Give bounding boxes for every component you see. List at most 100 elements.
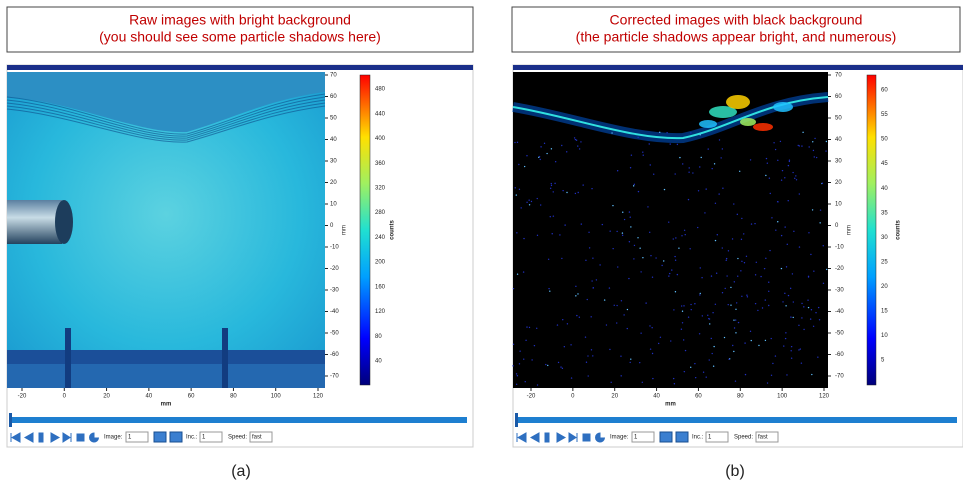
particle	[520, 207, 521, 208]
y-tick-label: -40	[835, 309, 844, 315]
colorbar-tick-label: 240	[375, 235, 386, 241]
particle	[701, 277, 702, 278]
particle	[690, 132, 691, 133]
slider-track[interactable]	[515, 417, 957, 423]
particle	[684, 230, 685, 231]
y-tick-label: 20	[835, 180, 842, 186]
player-button[interactable]	[77, 434, 84, 441]
particle	[707, 315, 708, 316]
particle	[658, 343, 659, 344]
control-label: Inc.:	[186, 435, 198, 441]
x-tick-label: 20	[103, 394, 110, 400]
particle	[820, 209, 821, 210]
particle	[554, 183, 555, 184]
particle	[755, 274, 756, 275]
colorbar-label: counts	[390, 220, 396, 240]
particle	[579, 317, 580, 318]
particle	[590, 316, 591, 317]
particle	[722, 188, 723, 189]
particle	[725, 288, 726, 289]
particle	[688, 317, 689, 318]
particle	[651, 327, 652, 328]
y-tick-label: -30	[330, 288, 339, 294]
particle	[631, 155, 632, 156]
particle	[647, 206, 648, 207]
particle	[639, 362, 640, 363]
colorbar-tick-label: 40	[881, 186, 888, 192]
particle	[745, 374, 746, 375]
particle	[637, 237, 638, 238]
particle	[728, 359, 729, 360]
player-button[interactable]	[39, 433, 43, 442]
particle	[652, 378, 653, 379]
particle	[670, 143, 671, 144]
particle	[813, 326, 814, 327]
particle	[765, 258, 766, 259]
particle	[661, 265, 662, 266]
particle	[709, 359, 710, 360]
particle	[550, 188, 551, 189]
particle	[826, 141, 827, 142]
particle	[637, 137, 638, 138]
particle	[612, 248, 613, 249]
particle	[575, 286, 576, 287]
particle	[711, 168, 712, 169]
particle	[814, 138, 815, 139]
particle	[713, 366, 714, 367]
particle	[818, 307, 819, 308]
particle	[775, 229, 776, 230]
particle	[784, 293, 785, 294]
y-tick-label: -30	[835, 288, 844, 294]
y-tick-label: -50	[330, 331, 339, 337]
particle	[650, 255, 651, 256]
particle	[790, 316, 791, 317]
particle	[517, 142, 518, 143]
particle	[726, 275, 727, 276]
particle	[642, 382, 643, 383]
figure: Raw images with bright background(you sh…	[0, 0, 963, 488]
particle	[675, 260, 676, 261]
particle	[633, 185, 634, 186]
fence-post	[222, 328, 228, 388]
particle	[673, 309, 674, 310]
particle	[622, 235, 623, 236]
particle	[561, 258, 562, 259]
particle	[689, 248, 690, 249]
y-tick-label: -60	[330, 352, 339, 358]
particle	[801, 362, 802, 363]
particle	[734, 327, 735, 328]
step-button[interactable]	[170, 432, 182, 442]
y-tick-label: 70	[330, 73, 337, 79]
particle	[673, 238, 674, 239]
particle	[516, 232, 517, 233]
step-button[interactable]	[660, 432, 672, 442]
particle	[750, 159, 751, 160]
particle	[638, 191, 639, 192]
particle	[649, 325, 650, 326]
particle	[792, 172, 793, 173]
colorbar-tick-label: 480	[375, 87, 386, 93]
particle	[722, 247, 723, 248]
step-button[interactable]	[154, 432, 166, 442]
particle	[614, 305, 615, 306]
slider-thumb[interactable]	[515, 413, 518, 427]
particle	[784, 177, 785, 178]
panel-label: (b)	[725, 463, 745, 480]
particle	[586, 362, 587, 363]
slider-thumb[interactable]	[9, 413, 12, 427]
particle	[808, 146, 809, 147]
particle	[700, 134, 701, 135]
particle	[519, 350, 520, 351]
particle	[673, 378, 674, 379]
particle	[751, 223, 752, 224]
player-button[interactable]	[583, 434, 590, 441]
particle	[630, 226, 631, 227]
particle	[793, 317, 794, 318]
particle	[786, 266, 787, 267]
particle	[664, 189, 665, 190]
particle	[516, 384, 517, 385]
slider-track[interactable]	[9, 417, 467, 423]
particle	[545, 364, 546, 365]
player-button[interactable]	[545, 433, 549, 442]
step-button[interactable]	[676, 432, 688, 442]
